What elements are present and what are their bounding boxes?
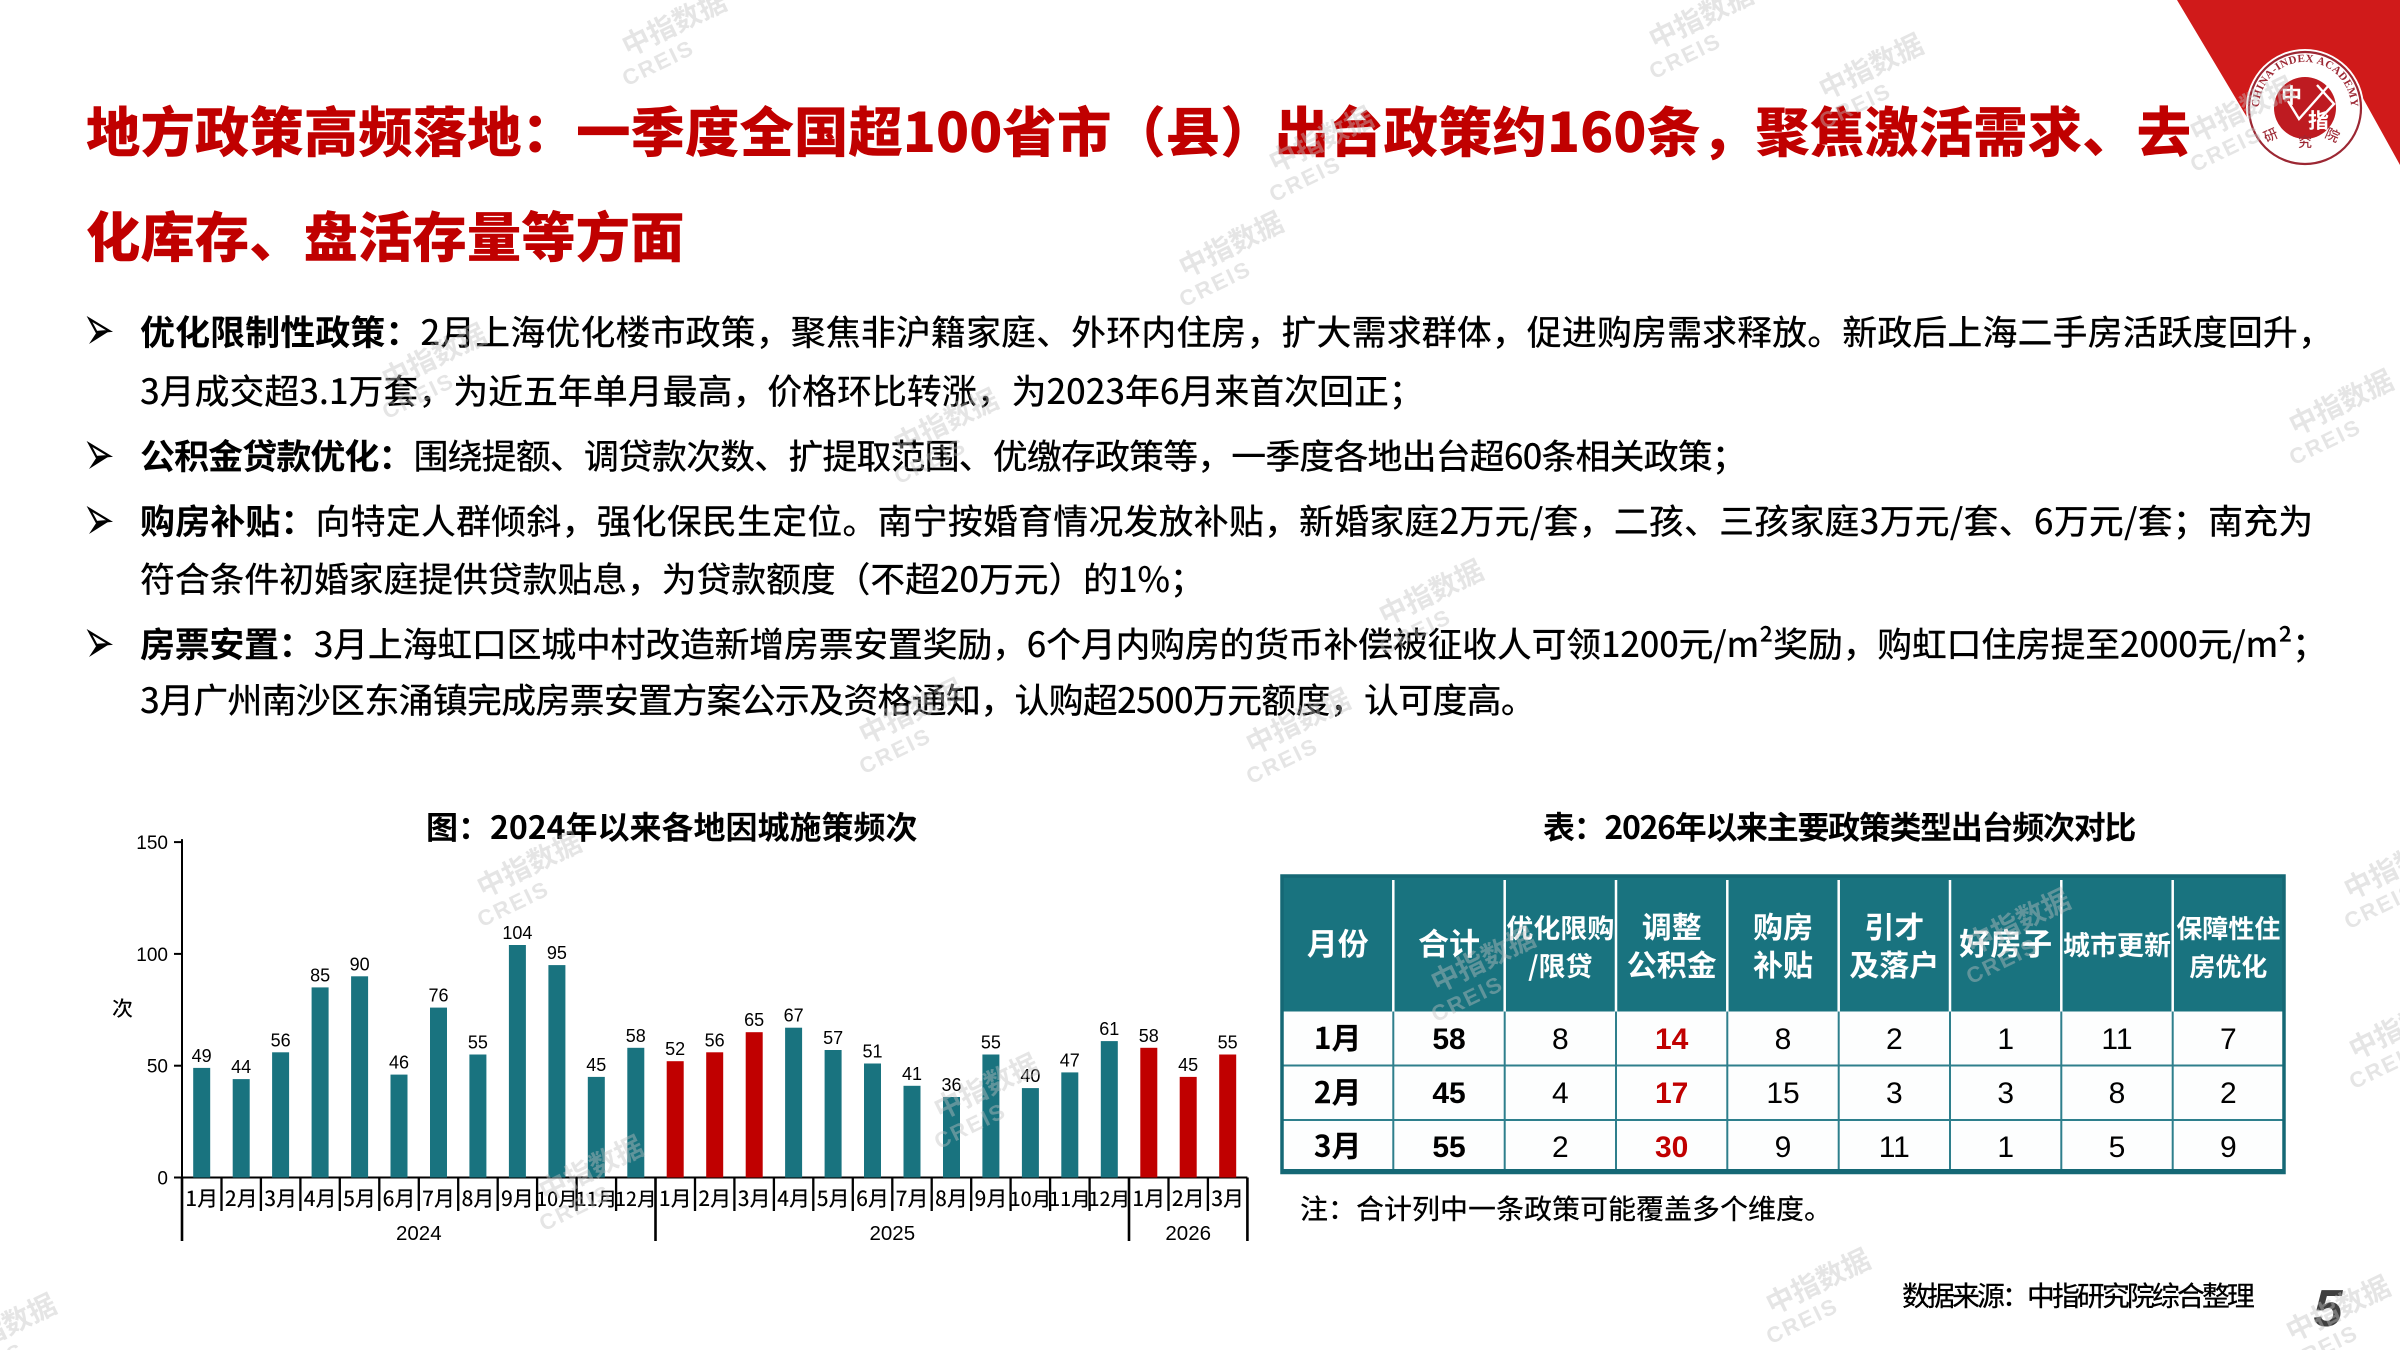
svg-text:15: 15 — [1766, 1077, 1799, 1110]
svg-text:8: 8 — [1552, 1023, 1569, 1056]
svg-text:58: 58 — [626, 1026, 646, 1046]
svg-text:51: 51 — [862, 1042, 882, 1062]
svg-text:50: 50 — [147, 1057, 168, 1078]
svg-text:1: 1 — [1997, 1131, 2014, 1164]
svg-text:58: 58 — [1432, 1023, 1465, 1056]
svg-text:104: 104 — [502, 923, 532, 943]
svg-text:67: 67 — [784, 1006, 804, 1026]
svg-text:56: 56 — [271, 1030, 291, 1050]
svg-text:55: 55 — [468, 1033, 488, 1053]
svg-text:41: 41 — [902, 1064, 922, 1084]
svg-text:30: 30 — [1655, 1131, 1688, 1164]
svg-text:90: 90 — [350, 954, 370, 974]
svg-text:45: 45 — [586, 1055, 606, 1075]
svg-text:11: 11 — [2101, 1023, 2132, 1056]
svg-text:44: 44 — [231, 1057, 251, 1077]
svg-text:2024: 2024 — [396, 1222, 442, 1245]
svg-text:76: 76 — [428, 986, 448, 1006]
svg-text:45: 45 — [1432, 1077, 1465, 1110]
svg-text:61: 61 — [1099, 1019, 1119, 1039]
svg-text:100: 100 — [136, 945, 168, 966]
svg-text:3: 3 — [1886, 1077, 1903, 1110]
svg-text:11: 11 — [1879, 1131, 1910, 1164]
svg-text:55: 55 — [1432, 1131, 1465, 1164]
svg-text:85: 85 — [310, 965, 330, 985]
svg-text:9: 9 — [2220, 1131, 2237, 1164]
svg-text:8: 8 — [1775, 1023, 1792, 1056]
svg-text:56: 56 — [705, 1030, 725, 1050]
svg-text:58: 58 — [1139, 1026, 1159, 1046]
svg-text:5: 5 — [2109, 1131, 2126, 1164]
svg-text:2: 2 — [2220, 1077, 2237, 1110]
svg-text:65: 65 — [744, 1010, 764, 1030]
svg-text:49: 49 — [192, 1046, 212, 1066]
svg-text:150: 150 — [136, 833, 168, 854]
svg-text:46: 46 — [389, 1053, 409, 1073]
svg-text:4: 4 — [1552, 1077, 1569, 1110]
svg-text:47: 47 — [1060, 1050, 1080, 1070]
svg-text:8: 8 — [2109, 1077, 2126, 1110]
svg-text:36: 36 — [941, 1075, 961, 1095]
svg-text:1: 1 — [1997, 1023, 2014, 1056]
svg-text:7: 7 — [2220, 1023, 2237, 1056]
svg-text:2025: 2025 — [869, 1222, 915, 1245]
svg-text:17: 17 — [1655, 1077, 1688, 1110]
svg-text:52: 52 — [665, 1039, 685, 1059]
svg-text:2: 2 — [1552, 1131, 1569, 1164]
svg-text:45: 45 — [1178, 1055, 1198, 1075]
svg-text:2: 2 — [1886, 1023, 1903, 1056]
svg-text:55: 55 — [981, 1033, 1001, 1053]
svg-text:2026: 2026 — [1165, 1222, 1211, 1245]
svg-text:3: 3 — [1997, 1077, 2014, 1110]
svg-text:0: 0 — [157, 1169, 168, 1190]
svg-text:57: 57 — [823, 1028, 843, 1048]
svg-text:9: 9 — [1775, 1131, 1792, 1164]
svg-text:55: 55 — [1218, 1033, 1238, 1053]
svg-text:95: 95 — [547, 943, 567, 963]
svg-text:14: 14 — [1655, 1023, 1689, 1056]
